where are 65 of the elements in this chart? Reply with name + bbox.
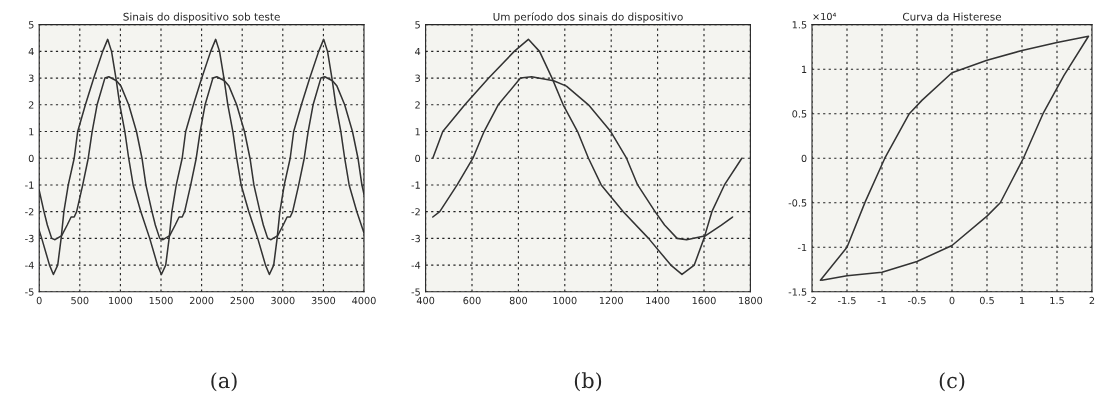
x-tick-label: 2500 — [230, 296, 254, 305]
x-tick-label: 3000 — [271, 296, 295, 305]
text: ×10⁴ — [813, 12, 837, 21]
y-tick-label: -2 — [25, 208, 34, 216]
y-tick-label: 5 — [415, 21, 420, 29]
x-tick-label: 1800 — [739, 296, 763, 305]
x-tick-label: 500 — [71, 296, 89, 305]
text: (c) — [939, 372, 965, 392]
y-tick-label: 0 — [28, 154, 34, 163]
y-tick-label: 2 — [28, 101, 34, 109]
line-series — [432, 38, 743, 276]
line-series — [39, 38, 364, 276]
y-tick-label: 4 — [28, 47, 34, 56]
y-tick-label: 0 — [415, 154, 421, 163]
y-tick-label: -5 — [411, 288, 420, 296]
chart-title: Um período dos sinais do dispositivo — [493, 12, 683, 23]
x-tick-label: 2000 — [189, 296, 214, 305]
y-tick-label: -1 — [411, 181, 420, 189]
y-tick-label: 1 — [29, 128, 34, 136]
x-tick-label: 1.5 — [1050, 296, 1064, 305]
chart-title: Sinais do dispositivo sob teste — [123, 12, 280, 23]
y-tick-label: -1.5 — [788, 288, 807, 296]
x-tick-label: 2 — [1089, 296, 1095, 305]
y-tick-label: 5 — [28, 21, 34, 29]
line-series — [819, 35, 1090, 281]
y-tick-label: -1 — [25, 181, 34, 189]
x-tick-label: -1 — [877, 296, 886, 305]
x-tick-label: 1000 — [109, 296, 133, 305]
chart-title: Curva da Histerese — [902, 12, 1002, 21]
text: (a) — [211, 372, 237, 392]
y-tick-label: -2 — [411, 208, 420, 216]
y-tick-label: 4 — [415, 47, 421, 56]
x-tick-label: -1.5 — [837, 296, 856, 305]
y-tick-label: -5 — [25, 288, 34, 296]
y-tick-label: 3 — [415, 74, 420, 82]
x-tick-label: 1500 — [149, 296, 173, 305]
x-tick-label: 1000 — [553, 296, 577, 305]
y-tick-label: 1 — [415, 128, 420, 136]
x-tick-label: 0 — [36, 296, 42, 305]
x-tick-label: 0 — [949, 296, 955, 305]
y-tick-label: -3 — [411, 234, 420, 243]
x-tick-label: 1200 — [599, 296, 623, 305]
x-tick-label: 800 — [509, 296, 528, 305]
y-tick-label: 1.5 — [792, 21, 807, 29]
y-tick-label: 2 — [415, 101, 420, 109]
y-tick-label: 1 — [802, 65, 807, 73]
x-tick-label: 600 — [463, 296, 481, 305]
x-tick-label: 1 — [1019, 296, 1025, 305]
x-tick-label: 3500 — [311, 296, 336, 305]
y-tick-label: -4 — [25, 261, 34, 269]
x-tick-label: 400 — [416, 296, 435, 305]
y-tick-label: -4 — [411, 261, 421, 269]
x-tick-label: 0.5 — [979, 296, 994, 305]
x-tick-label: -2 — [807, 296, 816, 305]
y-tick-label: -0.5 — [788, 199, 807, 207]
x-tick-label: 1400 — [646, 296, 670, 305]
text: (b) — [574, 372, 602, 392]
x-tick-label: 4000 — [352, 296, 376, 305]
x-tick-label: -0.5 — [907, 296, 926, 305]
y-tick-label: -3 — [25, 234, 34, 243]
x-tick-label: 1600 — [692, 296, 716, 305]
y-tick-label: 0 — [801, 154, 807, 163]
y-tick-label: 0.5 — [792, 110, 807, 118]
y-tick-label: 3 — [28, 74, 34, 82]
y-tick-label: -1 — [797, 243, 807, 251]
